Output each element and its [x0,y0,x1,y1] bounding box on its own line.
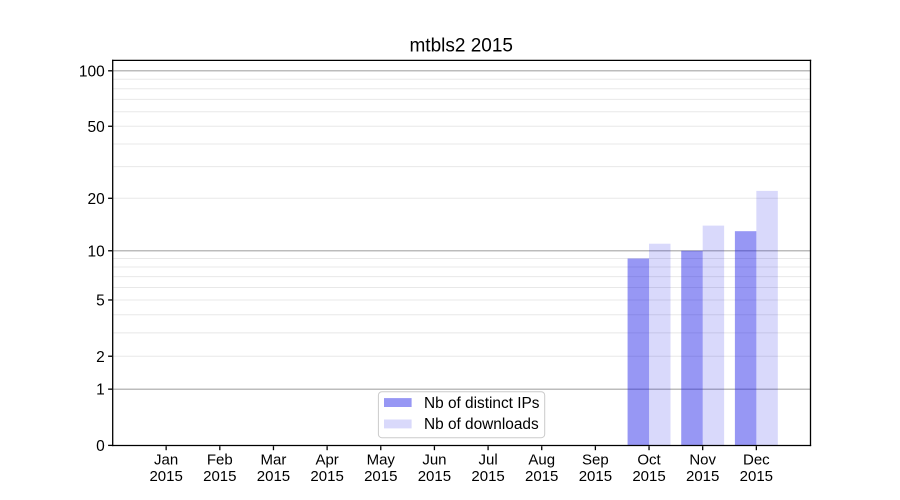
svg-text:2015: 2015 [310,468,343,485]
svg-text:Jul: Jul [478,452,497,469]
svg-text:Nb of distinct IPs: Nb of distinct IPs [424,395,540,412]
svg-text:100: 100 [79,63,105,80]
svg-text:2015: 2015 [418,468,451,485]
svg-text:2015: 2015 [471,468,504,485]
svg-text:Sep: Sep [582,452,609,469]
svg-text:0: 0 [96,438,105,455]
svg-text:May: May [367,452,396,469]
svg-text:2015: 2015 [149,468,182,485]
svg-text:2: 2 [96,349,105,366]
svg-text:Dec: Dec [743,452,770,469]
svg-text:Nb of downloads: Nb of downloads [424,416,539,433]
svg-text:Feb: Feb [207,452,233,469]
svg-text:5: 5 [96,293,105,310]
svg-text:2015: 2015 [203,468,236,485]
svg-text:2015: 2015 [364,468,397,485]
svg-text:2015: 2015 [525,468,558,485]
svg-text:Jun: Jun [422,452,446,469]
svg-text:2015: 2015 [740,468,773,485]
svg-text:Aug: Aug [528,452,555,469]
svg-text:2015: 2015 [632,468,665,485]
svg-text:2015: 2015 [686,468,719,485]
svg-text:2015: 2015 [257,468,290,485]
svg-text:2015: 2015 [579,468,612,485]
svg-text:20: 20 [88,191,106,208]
svg-text:mtbls2 2015: mtbls2 2015 [409,36,513,57]
svg-text:10: 10 [88,243,106,260]
svg-text:Apr: Apr [315,452,338,469]
svg-text:Mar: Mar [261,452,287,469]
svg-text:Jan: Jan [154,452,178,469]
svg-text:Nov: Nov [689,452,716,469]
svg-text:Oct: Oct [637,452,661,469]
svg-text:1: 1 [96,382,105,399]
svg-text:50: 50 [88,119,106,136]
